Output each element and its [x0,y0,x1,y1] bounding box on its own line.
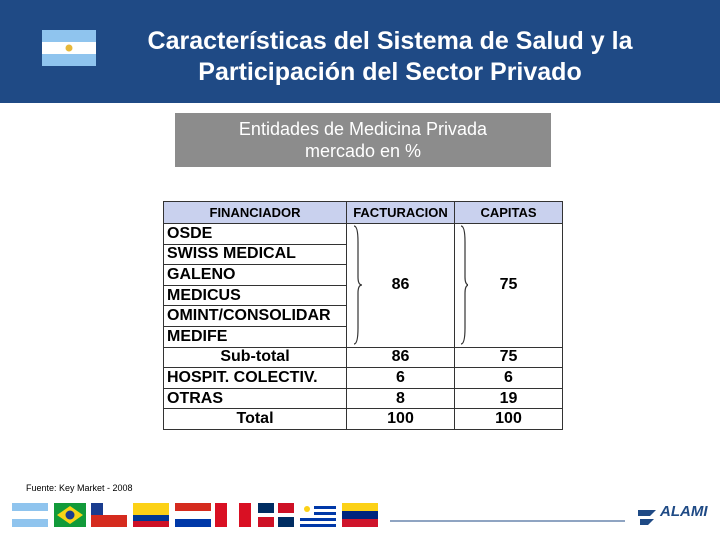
column-header: CAPITAS [454,201,563,224]
title: Características del Sistema de Salud y l… [100,26,680,88]
row-name: MEDIFE [163,325,347,348]
title-line: Participación del Sector Privado [198,58,582,86]
logo: ALAMI [660,503,708,520]
subtitle-line: mercado en % [304,141,422,161]
row-name: GALENO [163,264,347,286]
cell: 19 [454,387,563,410]
row-name: OSDE [163,223,347,245]
market-table: FINANCIADOR FACTURACION CAPITAS OSDE 86 75 S… [163,201,563,430]
cell: 86 [346,346,455,369]
column-header: FINANCIADOR [163,201,347,224]
cell: 100 [346,408,455,430]
group-value: 75 [454,223,563,348]
cell: 6 [346,367,455,389]
flag-argentina [42,30,96,66]
braces [353,225,468,345]
row-name: OMINT/CONSOLIDAR [163,305,347,327]
cell: 6 [454,367,563,389]
row-name: MEDICUS [163,284,347,307]
row-name: OTRAS [163,387,347,410]
row-name: SWISS MEDICAL [163,243,347,266]
footer-flags [12,503,656,527]
title-line: Características del Sistema de Salud y l… [147,27,633,55]
cell: 8 [346,387,455,410]
row-name: HOSPIT. COLECTIV. [163,367,347,389]
cell: 75 [454,346,563,369]
row-name: Total [163,408,347,430]
subtitle-box: Entidades de Medicina Privada mercado en … [175,113,551,167]
cell: 100 [454,408,563,430]
group-value: 86 [346,223,455,348]
header-band [0,0,720,103]
source-note: Fuente: Key Market - 2008 [26,483,133,493]
row-name: Sub-total [163,346,347,369]
column-header: FACTURACION [346,201,455,224]
subtitle-line: Entidades de Medicina Privada [238,119,488,139]
